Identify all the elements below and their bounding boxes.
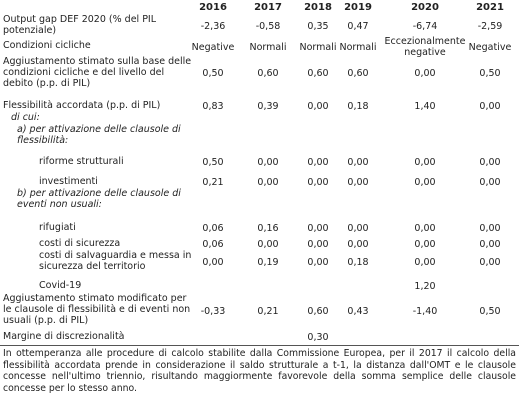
cell-value: 0,00	[479, 256, 501, 268]
cell-value: -2,36	[200, 20, 226, 32]
cell-value: 0,00	[202, 256, 224, 268]
cell-value: 0,00	[414, 256, 436, 268]
cell-value: 0,60	[307, 67, 329, 79]
row-label: riforme strutturali	[39, 156, 124, 167]
cell-value: 0,47	[347, 20, 369, 32]
cell-value: 0,00	[479, 156, 501, 168]
cell-value: 1,40	[414, 100, 436, 112]
cell-value: 0,50	[202, 156, 224, 168]
column-header: 2018	[304, 2, 332, 13]
cell-value: 0,21	[202, 176, 224, 188]
row-label: Condizioni cicliche	[3, 40, 91, 51]
row-label: Output gap DEF 2020 (% del PIL potenzial…	[3, 14, 157, 36]
cell-value: 0,00	[414, 238, 436, 250]
table-rule	[0, 345, 519, 346]
cell-value: -0,58	[255, 20, 281, 32]
cell-value: 0,60	[257, 67, 279, 79]
cell-value: 0,39	[257, 100, 279, 112]
cell-value: 0,00	[307, 176, 329, 188]
cell-value: 0,00	[307, 222, 329, 234]
cell-value: Eccezionalmente negative	[384, 36, 466, 58]
cell-value: 0,16	[257, 222, 279, 234]
column-header: 2019	[344, 2, 372, 13]
cell-value: 0,00	[414, 67, 436, 79]
column-header: 2017	[254, 2, 282, 13]
row-label: Margine di discrezionalità	[3, 331, 125, 342]
cell-value: 0,00	[347, 176, 369, 188]
cell-value: 0,18	[347, 256, 369, 268]
row-label: Covid-19	[39, 280, 82, 291]
cell-value: 0,50	[202, 67, 224, 79]
cell-value: 0,00	[479, 222, 501, 234]
cell-value: Negative	[468, 41, 512, 53]
cell-value: 0,00	[479, 176, 501, 188]
row-label: b) per attivazione delle clausole di eve…	[17, 188, 181, 210]
row-label: a) per attivazione delle clausole di fle…	[17, 124, 181, 146]
cell-value: 0,21	[257, 305, 279, 317]
cell-value: -6,74	[412, 20, 438, 32]
row-label: di cui:	[11, 112, 40, 123]
cell-value: 0,00	[347, 156, 369, 168]
cell-value: 1,20	[414, 280, 436, 292]
cell-value: 0,00	[414, 156, 436, 168]
cell-value: -2,59	[477, 20, 503, 32]
cell-value: 0,06	[202, 238, 224, 250]
cell-value: 0,83	[202, 100, 224, 112]
cell-value: 0,60	[347, 67, 369, 79]
cell-value: 0,00	[307, 238, 329, 250]
cell-value: 0,06	[202, 222, 224, 234]
cell-value: 0,18	[347, 100, 369, 112]
row-label: Aggiustamento stimato sulla base delle c…	[3, 56, 192, 89]
cell-value: 0,35	[307, 20, 329, 32]
column-header: 2020	[411, 2, 439, 13]
row-label: Aggiustamento stimato modificato per le …	[3, 293, 191, 326]
cell-value: Normali	[339, 41, 377, 53]
footnote: In ottemperanza alle procedure di calcol…	[3, 348, 516, 394]
cell-value: 0,00	[479, 238, 501, 250]
cell-value: Normali	[249, 41, 287, 53]
cell-value: Negative	[191, 41, 235, 53]
cell-value: Normali	[299, 41, 337, 53]
cell-value: 0,00	[347, 222, 369, 234]
cell-value: -0,33	[200, 305, 226, 317]
cell-value: 0,00	[307, 256, 329, 268]
column-header: 2021	[476, 2, 504, 13]
row-label: costi di salvaguardia e messa in sicurez…	[39, 250, 192, 272]
cell-value: 0,60	[307, 305, 329, 317]
cell-value: 0,00	[307, 100, 329, 112]
cell-value: 0,43	[347, 305, 369, 317]
cell-value: 0,00	[414, 176, 436, 188]
cell-value: -1,40	[412, 305, 438, 317]
cell-value: 0,00	[414, 222, 436, 234]
cell-value: 0,00	[347, 238, 369, 250]
cell-value: 0,00	[257, 156, 279, 168]
row-label: costi di sicurezza	[39, 238, 121, 249]
cell-value: 0,00	[307, 156, 329, 168]
cell-value: 0,19	[257, 256, 279, 268]
cell-value: 0,00	[257, 176, 279, 188]
row-label: investimenti	[39, 176, 98, 187]
cell-value: 0,00	[479, 100, 501, 112]
cell-value: 0,50	[479, 67, 501, 79]
cell-value: 0,00	[257, 238, 279, 250]
cell-value: 0,30	[307, 331, 329, 343]
column-header: 2016	[199, 2, 227, 13]
cell-value: 0,50	[479, 305, 501, 317]
row-label: rifugiati	[39, 222, 76, 233]
row-label: Flessibilità accordata (p.p. di PIL)	[3, 100, 161, 111]
